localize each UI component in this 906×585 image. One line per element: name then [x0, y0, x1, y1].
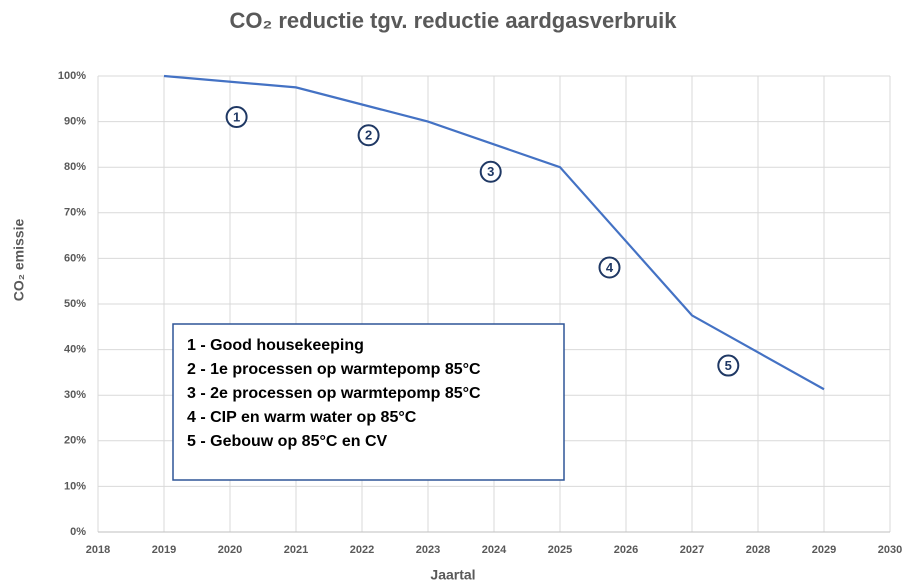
annotation-circle — [598, 256, 621, 279]
x-tick-label: 2018 — [86, 544, 110, 556]
y-tick-label: 60% — [64, 252, 86, 264]
annotation: 1 — [233, 109, 240, 124]
y-tick-label: 10% — [64, 480, 86, 492]
y-tick-label: 90% — [64, 116, 86, 128]
x-axis-label: Jaartal — [430, 567, 475, 583]
note: 2 - 1e processen op warmtepomp 85°C — [187, 361, 481, 378]
y-tick-label: 0% — [70, 526, 86, 538]
note: 1 - Good housekeeping — [187, 337, 364, 354]
y-tick-label: 20% — [64, 435, 86, 447]
x-tick-label: 2021 — [284, 544, 308, 556]
chart-title: CO₂ reductie tgv. reductie aardgasverbru… — [229, 8, 677, 33]
x-tick-label: 2027 — [680, 544, 704, 556]
y-tick-label: 50% — [64, 298, 86, 310]
y-tick-label: 30% — [64, 389, 86, 401]
y-tick-label: 100% — [58, 70, 86, 82]
x-tick-label: 2020 — [218, 544, 242, 556]
x-tick-label: 2026 — [614, 544, 638, 556]
x-tick-label: 2025 — [548, 544, 572, 556]
x-tick-label: 2030 — [878, 544, 902, 556]
data-line — [163, 74, 825, 391]
x-tick-label: 2023 — [416, 544, 440, 556]
annotation-circle — [225, 106, 248, 129]
y-tick-label: 70% — [64, 207, 86, 219]
annotation-circle — [479, 160, 502, 183]
x-tick-label: 2024 — [482, 544, 507, 556]
note: 5 - Gebouw op 85°C en CV — [187, 433, 388, 450]
x-tick-label: 2022 — [350, 544, 374, 556]
notes-box — [172, 323, 565, 481]
annotation: 5 — [725, 358, 732, 373]
y-axis-label: CO₂ emissie — [11, 219, 27, 302]
annotation: 4 — [606, 260, 614, 275]
y-tick-label: 40% — [64, 344, 86, 356]
x-tick-label: 2019 — [152, 544, 176, 556]
y-tick-label: 80% — [64, 161, 86, 173]
note: 3 - 2e processen op warmtepomp 85°C — [187, 385, 481, 402]
annotation-circle — [717, 354, 740, 377]
annotation: 3 — [487, 164, 494, 179]
annotation: 2 — [365, 128, 372, 143]
x-tick-label: 2029 — [812, 544, 836, 556]
x-tick-label: 2028 — [746, 544, 770, 556]
note: 4 - CIP en warm water op 85°C — [187, 409, 417, 426]
annotation-circle — [357, 124, 380, 147]
